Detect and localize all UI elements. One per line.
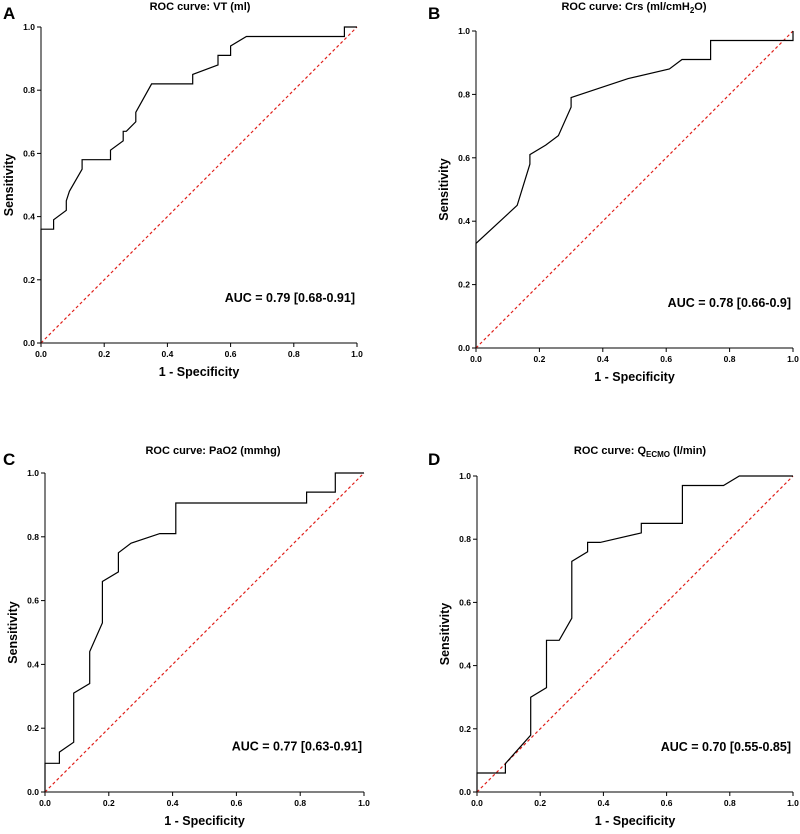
x-tick-label-c: 0.6 xyxy=(230,798,242,808)
x-tick-label-a: 0.8 xyxy=(288,349,300,359)
roc-curve-d xyxy=(476,475,793,792)
y-tick-label-b: 1.0 xyxy=(458,26,470,36)
x-tick-label-b: 0.0 xyxy=(470,354,482,364)
panel-d: D ROC curve: QECMO (l/min) 0.0 0.2 0.4 0.6 0.8… xyxy=(428,445,799,828)
auc-annotation-c: AUC = 0.77 [0.63-0.91] xyxy=(232,740,362,754)
x-tick-label-d: 0.6 xyxy=(661,798,673,808)
panel-letter-c: C xyxy=(3,450,15,469)
roc-curve-c xyxy=(44,472,364,792)
y-tick-label-b: 0.4 xyxy=(458,216,470,226)
panel-letter-b: B xyxy=(428,4,440,23)
y-tick-label-b: 0.8 xyxy=(458,89,470,99)
x-tick-label-d: 0.0 xyxy=(471,798,483,808)
y-tick-label-d: 0.4 xyxy=(459,661,471,671)
reference-line-d xyxy=(476,475,794,793)
x-tick-label-b: 0.8 xyxy=(724,354,736,364)
x-tick-label-c: 0.4 xyxy=(167,798,179,808)
x-axis-label-b: 1 - Specificity xyxy=(594,370,675,384)
roc-curve-a xyxy=(40,26,357,343)
chart-title-d: ROC curve: QECMO (l/min) xyxy=(574,445,707,459)
reference-line-c xyxy=(44,472,365,793)
x-tick-label-d: 1.0 xyxy=(787,798,799,808)
panel-letter-a: A xyxy=(3,4,15,23)
x-tick-label-b: 0.2 xyxy=(533,354,545,364)
y-tick-label-a: 0.0 xyxy=(23,338,35,348)
auc-annotation-b: AUC = 0.78 [0.66-0.9] xyxy=(668,296,791,310)
y-tick-label-c: 0.8 xyxy=(27,532,39,542)
y-tick-label-a: 1.0 xyxy=(23,22,35,32)
y-tick-label-c: 0.0 xyxy=(27,787,39,797)
x-tick-label-d: 0.4 xyxy=(597,798,609,808)
chart-title-main-b: ROC curve: Crs (ml/cmH xyxy=(561,1,689,13)
roc-curve-b xyxy=(475,31,794,348)
x-tick-label-d: 0.2 xyxy=(534,798,546,808)
y-tick-label-a: 0.2 xyxy=(23,275,35,285)
y-tick-label-b: 0.6 xyxy=(458,153,470,163)
y-tick-label-d: 0.8 xyxy=(459,534,471,544)
x-tick-label-a: 0.6 xyxy=(225,349,237,359)
chart-title-subscript-d: ECMO xyxy=(646,450,670,459)
y-tick-label-c: 0.4 xyxy=(27,659,39,669)
y-tick-label-c: 1.0 xyxy=(27,468,39,478)
x-axis-label-c: 1 - Specificity xyxy=(164,814,245,828)
y-tick-label-d: 0.2 xyxy=(459,724,471,734)
chart-title-a: ROC curve: VT (ml) xyxy=(150,1,251,13)
y-axis-label-d: Sensitivity xyxy=(438,603,452,666)
y-tick-label-a: 0.4 xyxy=(23,212,35,222)
x-tick-label-c: 0.2 xyxy=(103,798,115,808)
y-axis-label-a: Sensitivity xyxy=(2,154,16,217)
x-tick-label-b: 0.4 xyxy=(597,354,609,364)
y-tick-label-a: 0.6 xyxy=(23,148,35,158)
y-tick-label-d: 1.0 xyxy=(459,471,471,481)
y-tick-label-d: 0.6 xyxy=(459,597,471,607)
y-tick-label-b: 0.0 xyxy=(458,343,470,353)
y-axis-label-c: Sensitivity xyxy=(6,601,20,664)
chart-title-subscript-b: 2 xyxy=(690,6,695,15)
chart-title-suffix-d: (l/min) xyxy=(670,445,706,457)
x-tick-label-a: 0.2 xyxy=(98,349,110,359)
x-tick-label-b: 0.6 xyxy=(660,354,672,364)
panel-letter-d: D xyxy=(428,450,440,469)
chart-title-b: ROC curve: Crs (ml/cmH2O) xyxy=(561,1,706,15)
y-axis-label-b: Sensitivity xyxy=(437,158,451,221)
x-tick-label-c: 1.0 xyxy=(358,798,370,808)
chart-title-main-d: ROC curve: Q xyxy=(574,445,647,457)
x-tick-label-a: 0.0 xyxy=(35,349,47,359)
auc-annotation-d: AUC = 0.70 [0.55-0.85] xyxy=(661,740,791,754)
x-axis-label-d: 1 - Specificity xyxy=(595,814,676,828)
y-tick-label-d: 0.0 xyxy=(459,787,471,797)
x-tick-label-d: 0.8 xyxy=(724,798,736,808)
x-tick-label-c: 0.0 xyxy=(39,798,51,808)
y-tick-label-b: 0.2 xyxy=(458,280,470,290)
panel-b: B ROC curve: Crs (ml/cmH2O) 0.0 0.2 0.4 0.6 0.… xyxy=(428,1,799,384)
x-tick-label-a: 0.4 xyxy=(161,349,173,359)
chart-title-main-c: ROC curve: PaO2 (mmhg) xyxy=(145,445,280,457)
panel-c: C ROC curve: PaO2 (mmhg) 0.0 0.2 0.4 0.6 0.8 1.… xyxy=(3,445,370,828)
reference-line-a xyxy=(40,26,358,344)
panel-a: A ROC curve: VT (ml) 0.0 0.2 0.4 0.6 0.8 1.0 0.0… xyxy=(2,1,363,379)
x-tick-label-c: 0.8 xyxy=(294,798,306,808)
chart-title-suffix-b: O) xyxy=(694,1,707,13)
y-tick-label-c: 0.6 xyxy=(27,596,39,606)
chart-title-main-a: ROC curve: VT (ml) xyxy=(150,1,251,13)
x-tick-label-a: 1.0 xyxy=(351,349,363,359)
x-tick-label-b: 1.0 xyxy=(787,354,799,364)
auc-annotation-a: AUC = 0.79 [0.68-0.91] xyxy=(225,291,355,305)
y-tick-label-c: 0.2 xyxy=(27,723,39,733)
chart-title-c: ROC curve: PaO2 (mmhg) xyxy=(145,445,280,457)
y-tick-label-a: 0.8 xyxy=(23,85,35,95)
x-axis-label-a: 1 - Specificity xyxy=(159,365,240,379)
